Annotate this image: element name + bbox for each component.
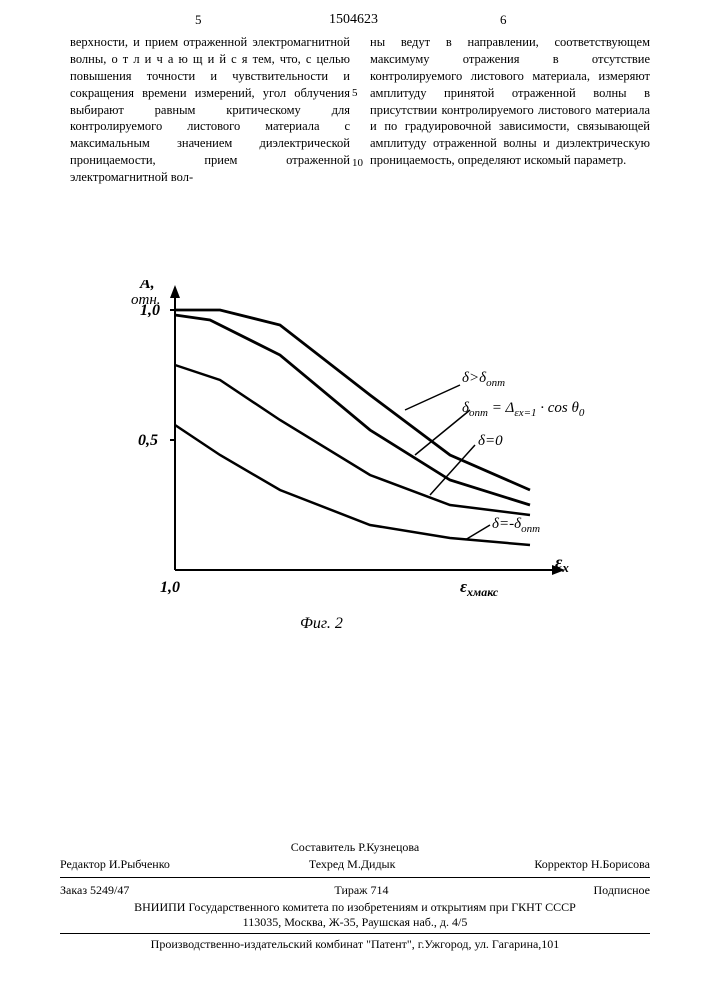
curve-label-4: δ=-δопт — [492, 516, 540, 535]
y-tick-05: 0,5 — [138, 432, 158, 449]
curve-3 — [175, 365, 530, 515]
curve-label-3: δ=0 — [478, 433, 503, 449]
curve-label-2: δопт = Δεx=1 · cos θ0 — [462, 400, 585, 419]
corrector-label: Корректор — [534, 857, 588, 871]
org-line2: 113035, Москва, Ж-35, Раушская наб., д. … — [60, 915, 650, 930]
curve-label-1: δ>δопт — [462, 370, 505, 389]
subscription: Подписное — [594, 883, 651, 898]
compiler-label: Составитель — [291, 840, 355, 854]
corrector-name: Н.Борисова — [591, 857, 650, 871]
line-marker-10: 10 — [352, 156, 363, 171]
techred-name: М.Дидык — [347, 857, 395, 871]
y-tick-1: 1,0 — [140, 302, 160, 319]
order-number: Заказ 5249/47 — [60, 883, 129, 898]
x-max-label: εxмакс — [460, 577, 499, 599]
editor-name: И.Рыбченко — [109, 857, 170, 871]
curve-4 — [175, 425, 530, 545]
text-column-right: 5 10 ны ведут в направлении, соответству… — [370, 34, 650, 169]
col-left-body: верхности, и прием отраженной электромаг… — [70, 35, 350, 184]
publisher-line: Производственно-издательский комбинат "П… — [60, 937, 650, 952]
org-line1: ВНИИПИ Государственного комитета по изоб… — [60, 900, 650, 915]
page-num-left: 5 — [195, 12, 202, 28]
figure-caption: Фиг. 2 — [300, 615, 343, 633]
x-min-label: 1,0 — [160, 579, 180, 596]
techred-label: Техред — [309, 857, 344, 871]
text-column-left: верхности, и прием отраженной электромаг… — [70, 34, 350, 186]
footer-block: Составитель Р.Кузнецова Редактор И.Рыбче… — [60, 840, 650, 952]
col-right-body: ны ведут в направлении, соответствующем … — [370, 35, 650, 167]
line-marker-5: 5 — [352, 86, 358, 101]
editor-label: Редактор — [60, 857, 106, 871]
y-axis-label: A, — [139, 280, 155, 292]
document-number: 1504623 — [329, 12, 378, 28]
x-axis-label: εx — [555, 552, 569, 575]
tirazh: Тираж 714 — [334, 883, 388, 898]
chart-figure: A, отн. 1,0 0,5 1,0 εxмакс εx δ>δопт δоп… — [130, 280, 590, 610]
page-num-right: 6 — [500, 12, 507, 28]
compiler-name: Р.Кузнецова — [358, 840, 419, 854]
